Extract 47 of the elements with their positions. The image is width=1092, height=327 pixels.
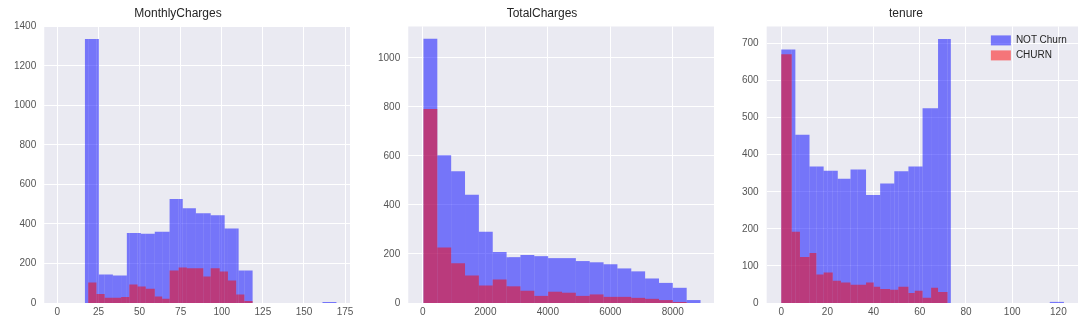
x-tick-label: 125 xyxy=(254,305,272,317)
legend-label: NOT Churn xyxy=(1015,34,1067,46)
x-tick-label: 175 xyxy=(336,305,354,317)
x-tick-label: 100 xyxy=(213,305,231,317)
y-tick-label: 1200 xyxy=(14,59,37,71)
chart-title: TotalCharges xyxy=(506,5,578,20)
y-tick-label: 200 xyxy=(383,247,401,259)
x-tick-label: 0 xyxy=(420,305,427,317)
x-tick-label: 8000 xyxy=(661,305,685,317)
x-tick-label: 80 xyxy=(960,305,972,317)
x-tick-label: 0 xyxy=(54,305,61,317)
chart-title: tenure xyxy=(888,5,924,20)
legend-label: CHURN xyxy=(1015,49,1052,61)
y-tick-label: 0 xyxy=(30,296,37,308)
y-tick-label: 800 xyxy=(19,138,37,150)
x-tick-label: 50 xyxy=(134,305,146,317)
y-tick-label: 300 xyxy=(742,185,760,197)
y-tick-label: 200 xyxy=(742,222,760,234)
x-tick-label: 150 xyxy=(295,305,313,317)
x-tick-label: 2000 xyxy=(474,305,497,317)
x-tick-label: 60 xyxy=(914,305,926,317)
chart-title: MonthlyCharges xyxy=(134,5,222,20)
x-tick-label: 20 xyxy=(821,305,834,317)
y-tick-label: 100 xyxy=(742,259,760,271)
y-tick-label: 700 xyxy=(742,37,760,49)
y-tick-label: 600 xyxy=(383,149,401,161)
y-tick-label: 400 xyxy=(383,198,401,210)
y-tick-label: 600 xyxy=(742,74,760,86)
y-tick-label: 600 xyxy=(19,178,37,190)
x-tick-label: 100 xyxy=(1003,305,1021,317)
y-tick-label: 400 xyxy=(742,148,760,160)
x-tick-label: 25 xyxy=(92,305,105,317)
y-tick-label: 1000 xyxy=(378,51,401,63)
x-tick-label: 4000 xyxy=(536,305,560,317)
y-tick-label: 1000 xyxy=(14,99,37,111)
x-tick-label: 40 xyxy=(868,305,880,317)
y-tick-label: 0 xyxy=(753,296,760,308)
x-tick-label: 120 xyxy=(1050,305,1068,317)
y-tick-label: 800 xyxy=(383,100,401,112)
x-tick-label: 0 xyxy=(778,305,785,317)
y-tick-label: 200 xyxy=(19,257,37,269)
y-tick-label: 0 xyxy=(394,296,401,308)
y-tick-label: 1400 xyxy=(14,20,37,32)
x-tick-label: 6000 xyxy=(599,305,622,317)
y-tick-label: 400 xyxy=(19,217,37,229)
x-tick-label: 75 xyxy=(175,305,187,317)
y-tick-label: 500 xyxy=(742,111,760,123)
